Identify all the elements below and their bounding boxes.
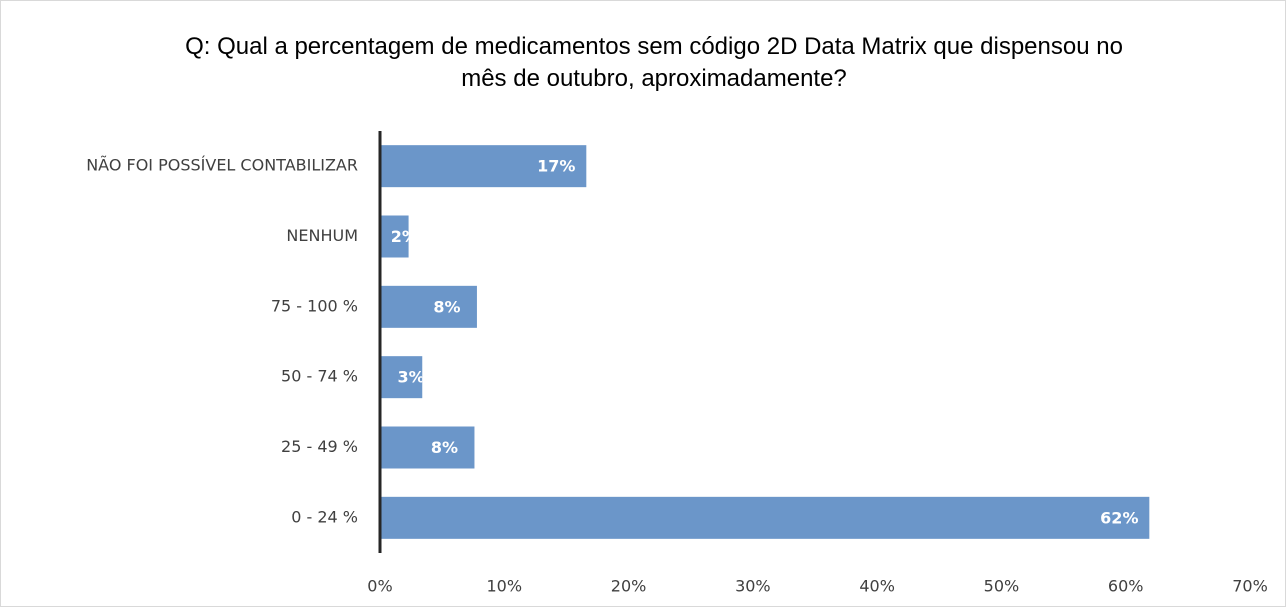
x-tick-label: 10% (487, 577, 523, 596)
bar (380, 215, 409, 258)
value-label: 8% (433, 297, 460, 316)
value-label: 2% (391, 227, 418, 246)
x-tick-label: 40% (859, 577, 895, 596)
x-tick-label: 60% (1108, 577, 1144, 596)
x-tick-label: 30% (735, 577, 771, 596)
value-label: 17% (537, 157, 575, 176)
category-label: 0 - 24 % (291, 507, 358, 526)
value-label: 8% (431, 438, 458, 457)
category-label: NENHUM (286, 226, 358, 245)
bar (380, 426, 475, 469)
chart-title: Q: Qual a percentagem de medicamentos se… (185, 33, 1123, 92)
category-label: NÃO FOI POSSÍVEL CONTABILIZAR (86, 156, 358, 175)
value-label: 62% (1100, 508, 1138, 527)
bar (380, 496, 1150, 539)
bar (380, 145, 587, 188)
value-label: 3% (398, 368, 425, 387)
category-label: 25 - 49 % (281, 437, 358, 456)
x-tick-label: 20% (611, 577, 647, 596)
x-tick-label: 50% (984, 577, 1020, 596)
x-tick-label: 70% (1232, 577, 1268, 596)
bar (380, 356, 423, 399)
category-label: 75 - 100 % (271, 296, 358, 315)
x-tick-label: 0% (367, 577, 392, 596)
category-label: 50 - 74 % (281, 367, 358, 386)
bar (380, 285, 477, 328)
